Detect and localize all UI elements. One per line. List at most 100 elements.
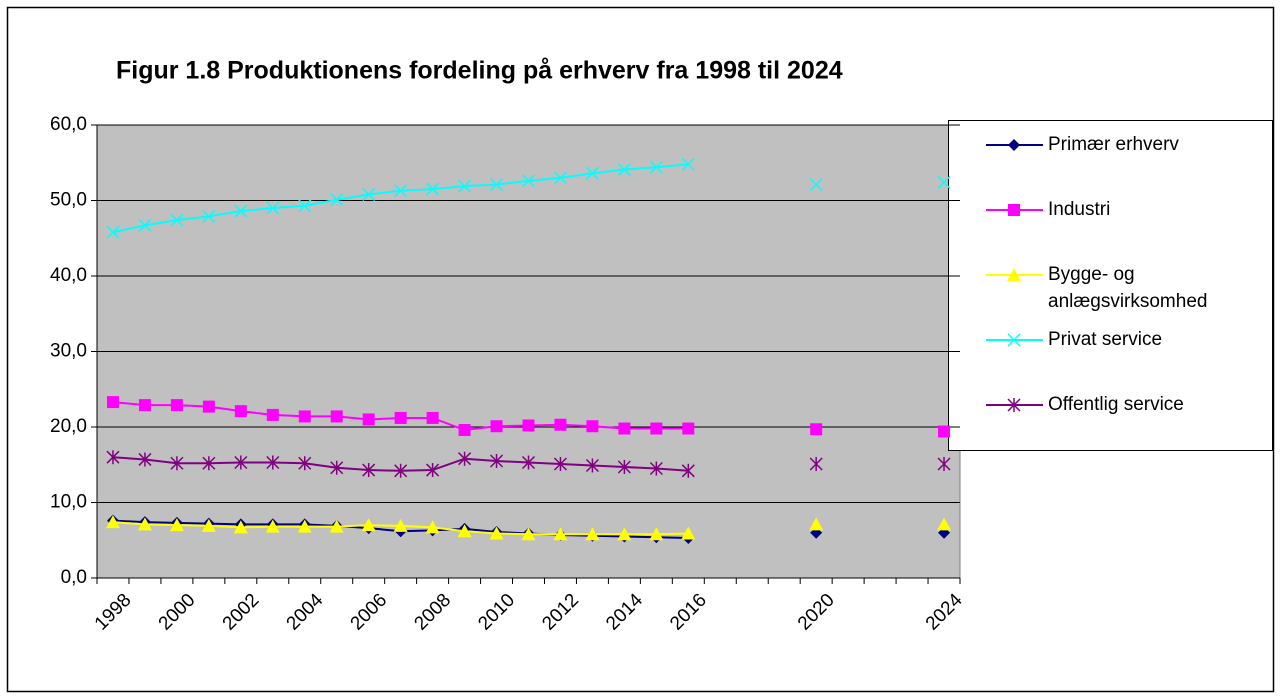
marker — [618, 422, 631, 435]
marker — [425, 520, 440, 534]
marker — [617, 163, 631, 177]
legend-marker — [1007, 268, 1021, 281]
marker — [394, 184, 408, 198]
legend-marker — [1007, 398, 1021, 412]
marker — [106, 450, 120, 465]
marker — [105, 515, 120, 529]
marker — [266, 408, 279, 421]
marker — [426, 463, 440, 478]
chart-title: Figur 1.8 Produktionens fordeling på erh… — [116, 57, 843, 85]
legend-marker — [1008, 139, 1020, 151]
y-tick-label: 40,0 — [50, 265, 87, 286]
marker — [553, 171, 567, 185]
marker — [329, 519, 344, 533]
marker — [393, 518, 408, 532]
marker — [649, 527, 664, 541]
marker — [585, 527, 600, 541]
marker — [458, 451, 472, 466]
marker — [202, 456, 216, 471]
marker — [394, 411, 407, 424]
marker — [234, 405, 247, 418]
marker — [106, 225, 120, 239]
marker — [617, 527, 632, 541]
marker — [810, 423, 823, 436]
marker — [521, 527, 536, 541]
marker — [297, 519, 312, 533]
marker — [938, 425, 951, 438]
legend-label: Offentlig service — [1048, 394, 1184, 415]
marker — [233, 520, 248, 534]
marker — [458, 424, 471, 437]
marker — [585, 458, 599, 473]
marker — [298, 410, 311, 423]
marker — [553, 456, 567, 471]
marker — [330, 410, 343, 423]
marker — [809, 517, 824, 531]
marker — [394, 463, 408, 478]
marker — [681, 463, 695, 478]
marker — [617, 460, 631, 475]
legend-label: Primær erhverv — [1048, 134, 1179, 155]
marker — [202, 209, 216, 223]
marker — [202, 400, 215, 413]
marker — [426, 411, 439, 424]
marker — [681, 157, 695, 171]
marker — [937, 175, 951, 189]
marker — [553, 527, 568, 541]
marker — [330, 460, 344, 475]
marker — [201, 518, 216, 532]
legend-label: Privat service — [1048, 329, 1163, 350]
marker — [234, 204, 248, 218]
marker — [138, 452, 152, 467]
marker — [458, 179, 472, 193]
legend-box — [948, 120, 1273, 451]
marker — [937, 517, 952, 531]
marker — [681, 526, 696, 540]
y-tick-label: 0,0 — [61, 567, 87, 588]
marker — [585, 166, 599, 180]
marker — [490, 420, 503, 433]
marker — [809, 178, 823, 192]
marker — [169, 518, 184, 532]
marker — [426, 182, 440, 196]
legend-label: Bygge- og anlægsvirksomhed — [1048, 264, 1208, 312]
marker — [649, 461, 663, 476]
marker — [490, 453, 504, 468]
marker — [522, 419, 535, 432]
marker — [234, 455, 248, 470]
legend-marker — [1008, 204, 1020, 216]
y-tick-label: 30,0 — [50, 341, 87, 362]
marker — [362, 463, 376, 478]
marker — [937, 456, 951, 471]
marker — [298, 199, 312, 213]
marker — [170, 456, 184, 471]
y-tick-label: 60,0 — [50, 114, 87, 135]
marker — [362, 413, 375, 426]
marker — [298, 456, 312, 471]
marker — [266, 201, 280, 215]
marker — [170, 213, 184, 227]
marker — [554, 418, 567, 431]
y-tick-label: 10,0 — [50, 492, 87, 513]
y-tick-label: 50,0 — [50, 190, 87, 211]
marker — [265, 519, 280, 533]
marker — [586, 420, 599, 433]
marker — [649, 160, 663, 174]
marker — [490, 178, 504, 192]
marker — [521, 455, 536, 470]
marker — [457, 524, 472, 538]
y-tick-label: 20,0 — [50, 416, 87, 437]
marker — [138, 399, 151, 412]
marker — [330, 193, 344, 207]
marker — [650, 422, 663, 435]
legend-label: Industri — [1048, 199, 1111, 220]
marker — [521, 174, 536, 188]
marker — [362, 187, 376, 201]
marker — [138, 218, 152, 232]
marker — [170, 399, 183, 412]
marker — [682, 422, 695, 435]
marker — [489, 526, 504, 540]
marker — [137, 517, 152, 531]
